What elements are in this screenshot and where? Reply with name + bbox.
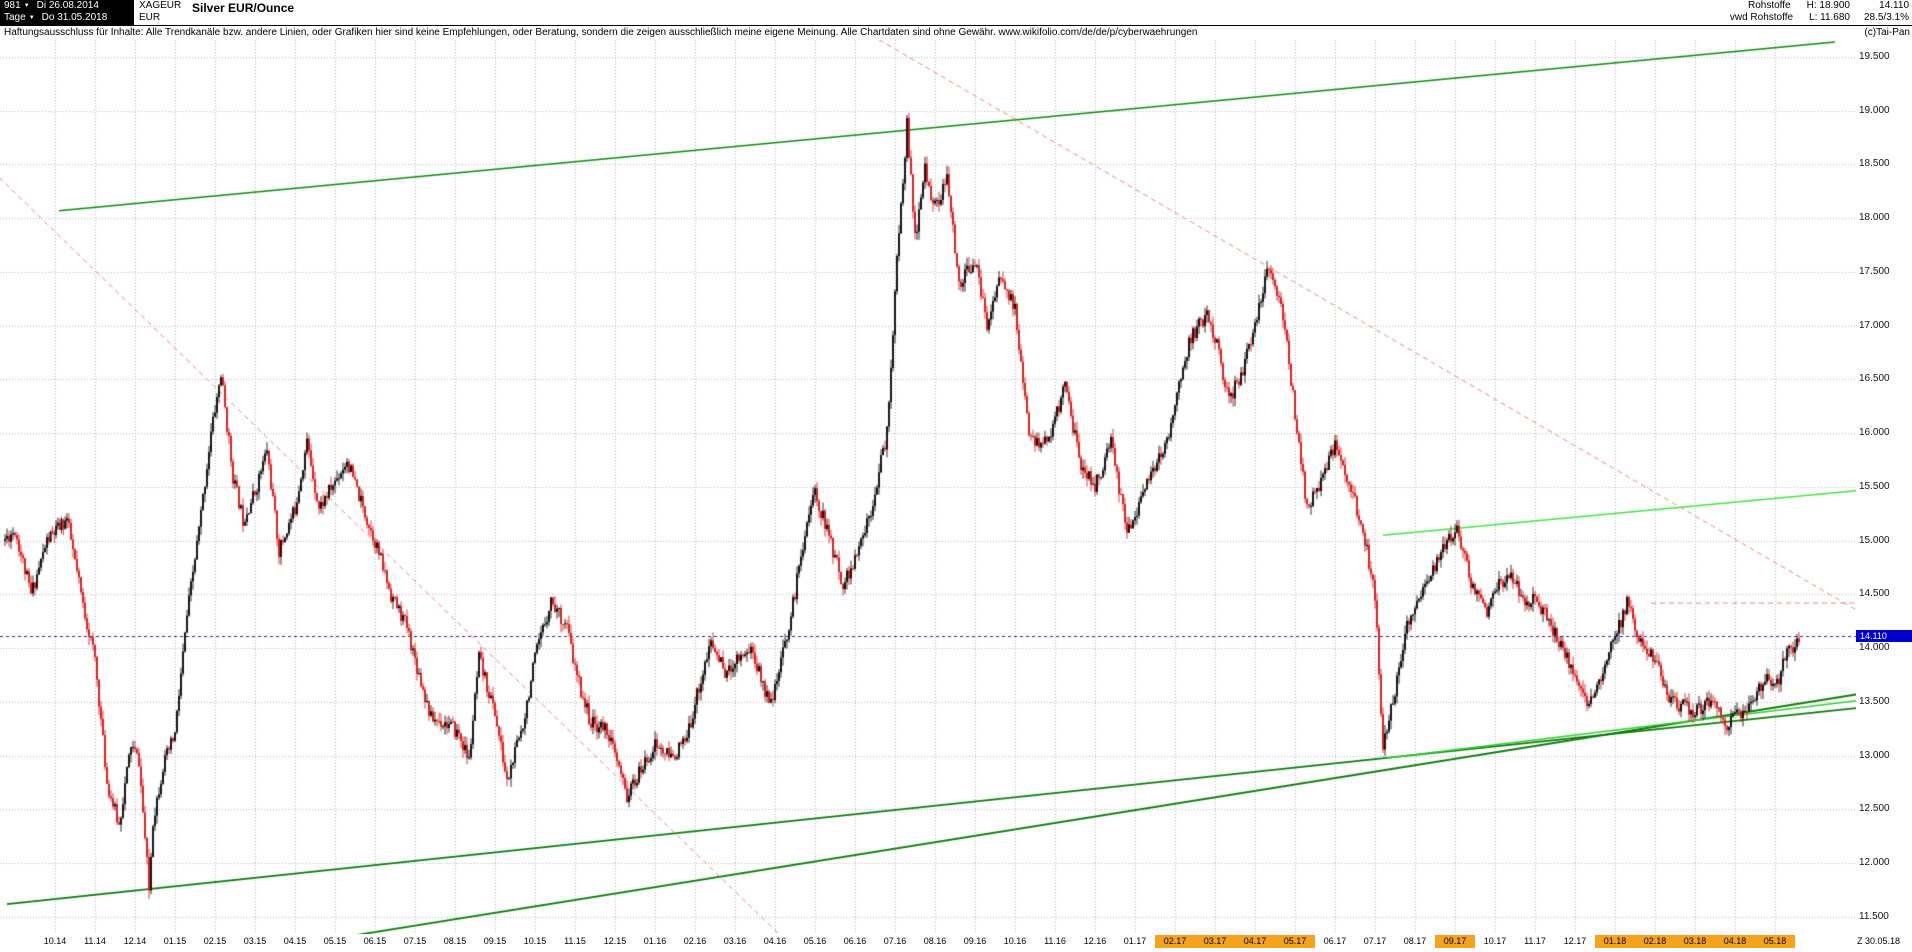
start-date: Di 26.08.2014: [36, 0, 99, 11]
currency-code: EUR: [139, 12, 161, 23]
chevron-down-icon: ▼: [23, 3, 30, 9]
time-axis: 10.14 11.14 12.14 01.15 02.15 03.15 04.15 05.15…: [0, 934, 1856, 952]
time-axis-label: 01.18: [1595, 935, 1635, 948]
status-marker: Z: [1857, 936, 1863, 946]
time-axis-label: 06.15: [363, 936, 387, 946]
feed-row-1: Rohstoffe H: 18.900: [1748, 0, 1850, 12]
time-axis-label: 11.17: [1524, 936, 1546, 946]
time-axis-label: 09.16: [963, 936, 987, 946]
status-corner: Z 30.05.18: [1857, 936, 1900, 946]
timeframe-dropdown[interactable]: Tage ▼: [4, 12, 35, 24]
time-axis-label: 03.17: [1195, 935, 1235, 948]
end-date: Do 31.05.2018: [41, 12, 108, 23]
price-axis-label: 12.000: [1859, 857, 1890, 869]
price-axis-label: 19.500: [1859, 50, 1890, 62]
time-axis-label: 08.15: [443, 936, 467, 946]
timeframe-value: Tage: [4, 12, 26, 23]
time-axis-label: 12.17: [1563, 936, 1587, 946]
time-axis-label: 06.16: [843, 936, 867, 946]
time-axis-label: 05.16: [803, 936, 827, 946]
disclaimer-text: Haftungsausschluss für Inhalte: Alle Tre…: [4, 27, 1198, 38]
time-axis-label: 04.15: [283, 936, 307, 946]
symbol-box: XAGEUR EUR: [139, 0, 181, 25]
last-price: 14.110: [1879, 0, 1909, 11]
toolbar: 981 ▼ Di 26.08.2014 Tage ▼ Do 31.05.2018…: [0, 0, 1912, 26]
period-count-dropdown[interactable]: 981 ▼: [4, 0, 30, 12]
price-axis-label: 15.000: [1859, 534, 1890, 546]
time-axis-label: 10.14: [43, 936, 67, 946]
price-axis-label: 13.000: [1859, 749, 1890, 761]
disclaimer-bar: Haftungsausschluss für Inhalte: Alle Tre…: [0, 26, 1912, 40]
time-axis-label: 03.18: [1675, 935, 1715, 948]
feed-source: Rohstoffe: [1748, 0, 1791, 11]
time-axis-label: 05.18: [1755, 935, 1795, 948]
time-axis-label: 12.14: [123, 936, 147, 946]
price-axis-label: 13.500: [1859, 695, 1890, 707]
time-axis-label: 07.15: [403, 936, 427, 946]
time-axis-label: 12.15: [603, 936, 627, 946]
chart-title: Silver EUR/Ounce: [192, 1, 295, 15]
time-axis-label: 09.15: [483, 936, 507, 946]
session-high: H: 18.900: [1806, 0, 1850, 11]
session-low: L: 11.680: [1809, 12, 1850, 23]
time-axis-label: 07.17: [1363, 936, 1387, 946]
time-axis-label: 07.16: [883, 936, 907, 946]
time-axis-label: 11.14: [84, 936, 106, 946]
price-axis-label: 12.500: [1859, 803, 1890, 815]
price-axis-label: 16.500: [1859, 373, 1890, 385]
price-axis-label: 14.500: [1859, 588, 1890, 600]
time-axis-label: 08.16: [923, 936, 947, 946]
time-axis-label: 11.15: [564, 936, 586, 946]
feed-row-2: vwd Rohstoffe L: 11.680: [1730, 12, 1850, 24]
time-axis-label: 10.15: [523, 936, 547, 946]
price-chart-canvas[interactable]: [0, 40, 1856, 934]
time-axis-label: 02.16: [683, 936, 707, 946]
time-axis-label: 10.17: [1483, 936, 1507, 946]
time-axis-label: 02.15: [203, 936, 227, 946]
time-axis-label: 03.15: [243, 936, 267, 946]
time-axis-label: 02.18: [1635, 935, 1675, 948]
price-axis-label: 14.000: [1859, 642, 1890, 654]
price-axis-label: 15.500: [1859, 480, 1890, 492]
price-axis-label: 18.500: [1859, 158, 1890, 170]
price-axis-label: 16.000: [1859, 427, 1890, 439]
time-axis-label: 09.17: [1435, 935, 1475, 948]
status-date: 30.05.18: [1865, 936, 1901, 946]
price-axis-label: 17.500: [1859, 265, 1890, 277]
time-axis-label: 10.16: [1003, 936, 1027, 946]
feed-source-vwd: vwd Rohstoffe: [1729, 12, 1794, 23]
change-info: 28.5/3.1%: [1863, 12, 1909, 23]
time-axis-label: 05.17: [1275, 935, 1315, 948]
time-axis-label: 02.17: [1155, 935, 1195, 948]
time-axis-label: 04.18: [1715, 935, 1755, 948]
time-axis-label: 12.16: [1083, 936, 1107, 946]
period-count-value: 981: [4, 0, 21, 11]
current-price-tag: 14.110: [1856, 630, 1912, 643]
time-axis-label: 04.17: [1235, 935, 1275, 948]
time-axis-label: 04.16: [763, 936, 787, 946]
symbol-code: XAGEUR: [139, 0, 182, 11]
price-axis-label: 18.000: [1859, 212, 1890, 224]
time-axis-label: 01.16: [643, 936, 667, 946]
time-axis-label: 11.16: [1044, 936, 1066, 946]
price-axis-label: 17.000: [1859, 319, 1890, 331]
time-axis-label: 08.17: [1403, 936, 1427, 946]
price-axis-label: 19.000: [1859, 104, 1890, 116]
chart-settings-box: 981 ▼ Di 26.08.2014 Tage ▼ Do 31.05.2018: [0, 0, 134, 25]
chevron-down-icon: ▼: [28, 15, 35, 21]
taipan-copyright: (c)Tai-Pan: [1864, 27, 1910, 38]
time-axis-label: 06.17: [1323, 936, 1347, 946]
price-axis-label: 11.500: [1859, 910, 1889, 922]
time-axis-label: 01.15: [163, 936, 187, 946]
time-axis-label: 03.16: [723, 936, 747, 946]
time-axis-label: 05.15: [323, 936, 347, 946]
time-axis-label: 01.17: [1123, 936, 1147, 946]
